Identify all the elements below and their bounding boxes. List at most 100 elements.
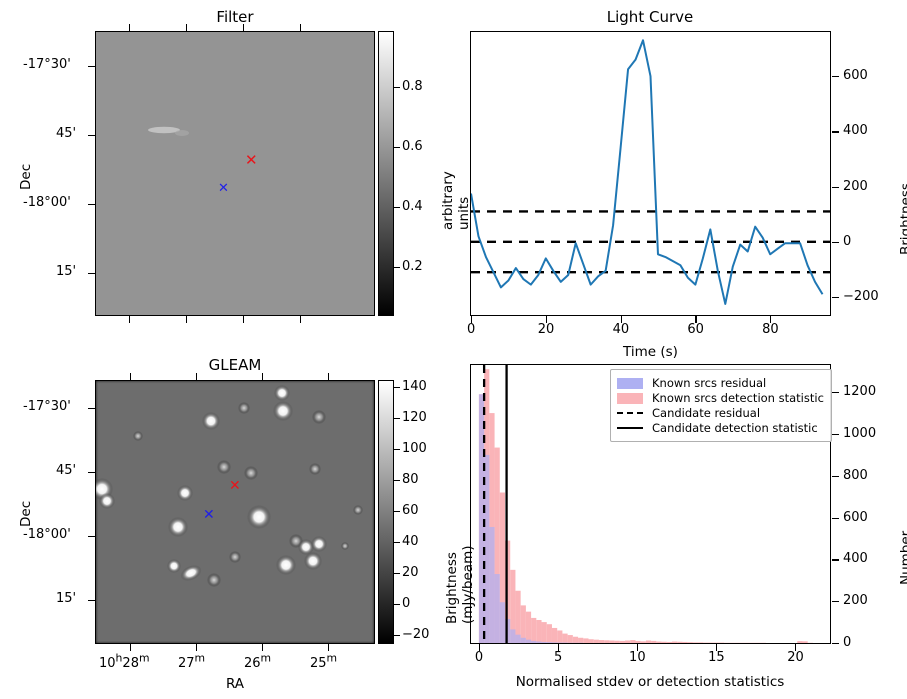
gleam-ylabel: Dec (18, 500, 34, 527)
light-curve-ytick-0 (832, 297, 839, 299)
legend-label-3: Candidate detection statistic (652, 421, 818, 435)
gleam-title: GLEAM (208, 356, 262, 374)
gleam-ra-tick-top-0 (130, 373, 132, 380)
ra-tick-label-0: 10h28m (99, 652, 150, 672)
gleam-cbar-tick-8 (394, 635, 400, 637)
filter-marker-red-x: ✕ (245, 151, 258, 169)
filter-ra-tick-top-3 (300, 24, 302, 31)
filter-image: ✕ ✕ (95, 31, 375, 316)
light-curve-xtick-1 (545, 316, 547, 323)
filter-cbar-tick-3 (394, 267, 400, 269)
filter-cbar-tick-1 (394, 147, 400, 149)
light-curve-line (471, 39, 824, 305)
histogram-plot (478, 365, 813, 643)
light-curve-xlabel: Time (s) (623, 344, 678, 360)
filter-cbar-tick-2 (394, 207, 400, 209)
light-curve-ylabel: Brightness (mJy/beam) (898, 183, 907, 255)
gleam-dec-tick-0 (88, 408, 95, 410)
gleam-cbar-tick-1 (394, 418, 400, 420)
filter-colorbar-gradient (379, 32, 393, 315)
histogram-xtick-0 (478, 644, 481, 651)
histogram-xtick-4 (795, 644, 797, 651)
filter-ra-tick-2 (243, 316, 245, 323)
legend-label-0: Known srcs residual (652, 376, 767, 390)
histogram-ytick-1 (832, 601, 839, 603)
gleam-ra-tick-1 (196, 644, 198, 651)
gleam-cbar-tick-3 (394, 480, 400, 482)
filter-colorbar-label: arbitrary units (440, 171, 472, 230)
gleam-cbar-tick-7 (394, 604, 400, 606)
gleam-point-sources (96, 385, 363, 587)
histogram-ylabel: Number of Sources (898, 530, 907, 585)
light-curve-title: Light Curve (606, 8, 694, 26)
histogram-legend: Known srcs residual Known srcs detection… (610, 369, 832, 442)
histogram-ytick-4 (832, 475, 839, 477)
gleam-dec-tick-1 (88, 472, 95, 474)
gleam-cbar-tick-4 (394, 511, 400, 513)
ra-tick-label-2: 26m (244, 652, 272, 672)
histogram-xtick-3 (716, 644, 718, 651)
filter-ra-tick-top-1 (186, 24, 188, 31)
gleam-colorbar (378, 380, 394, 644)
histogram-xlabel: Normalised stdev or detection statistics (515, 674, 785, 690)
gleam-colorbar-gradient (379, 381, 393, 643)
filter-cbar-tick-0 (394, 87, 400, 89)
light-curve-xtick-3 (695, 316, 697, 323)
light-curve-axes (470, 31, 831, 316)
gleam-ra-tick-top-2 (262, 373, 264, 380)
ra-tick-label-3: 25m (310, 652, 338, 672)
legend-line-dashed (617, 412, 643, 414)
light-curve-xtick-2 (620, 316, 622, 323)
light-curve-ytick-4 (832, 76, 839, 78)
gleam-ra-tick-3 (328, 644, 330, 651)
histogram-xtick-1 (557, 644, 560, 651)
legend-entry-known-srcs-detection: Known srcs detection statistic (617, 391, 824, 405)
filter-title: Filter (216, 8, 254, 26)
gleam-dec-tick-2 (88, 536, 95, 538)
legend-label-2: Candidate residual (652, 406, 761, 420)
light-curve-xtick-4 (770, 316, 772, 323)
filter-ra-tick-top-2 (243, 24, 245, 31)
histogram-ytick-3 (832, 517, 839, 519)
histogram-xtick-2 (637, 644, 639, 651)
light-curve-plot (471, 39, 830, 305)
filter-dec-tick-0 (88, 66, 95, 68)
gleam-dec-tick-3 (88, 600, 95, 602)
gleam-cbar-tick-5 (394, 542, 400, 544)
gleam-cbar-tick-2 (394, 449, 400, 451)
histogram-ytick-5 (832, 433, 839, 436)
gleam-marker-red-x: ✕ (229, 478, 241, 494)
gleam-image: ✕ ✕ (95, 380, 375, 644)
histogram-axes (470, 364, 831, 644)
gleam-marker-blue-x: ✕ (203, 507, 215, 523)
gleam-ra-tick-top-1 (196, 373, 198, 380)
filter-marker-blue-x: ✕ (218, 181, 229, 196)
filter-colorbar (378, 31, 394, 316)
histogram-ytick-0 (832, 643, 839, 645)
ra-tick-label-1: 27m (178, 652, 206, 672)
filter-dec-tick-2 (88, 204, 95, 206)
filter-noise-map (96, 32, 374, 315)
filter-ra-tick-1 (186, 316, 188, 323)
filter-ylabel: Dec (18, 163, 34, 190)
filter-ra-tick-top-0 (129, 24, 131, 31)
legend-line-solid (617, 427, 643, 429)
histogram-ytick-2 (832, 559, 839, 561)
gleam-ra-tick-2 (262, 644, 264, 651)
legend-entry-candidate-residual: Candidate residual (617, 406, 824, 420)
gleam-ra-tick-top-3 (328, 373, 330, 380)
light-curve-ytick-3 (832, 131, 839, 133)
legend-entry-candidate-detection: Candidate detection statistic (617, 421, 824, 435)
gleam-cbar-tick-6 (394, 573, 400, 575)
gleam-sky-map (96, 381, 374, 643)
legend-label-1: Known srcs detection statistic (652, 391, 824, 405)
gleam-ra-tick-0 (130, 644, 132, 651)
light-curve-xtick-0 (471, 316, 473, 323)
legend-entry-known-srcs-residual: Known srcs residual (617, 376, 824, 390)
filter-dec-tick-3 (88, 273, 95, 275)
gleam-xlabel: RA (225, 676, 245, 692)
light-curve-ytick-2 (832, 186, 839, 188)
filter-dec-tick-1 (88, 135, 95, 137)
filter-ra-tick-3 (300, 316, 302, 323)
legend-swatch-residual (617, 377, 643, 389)
